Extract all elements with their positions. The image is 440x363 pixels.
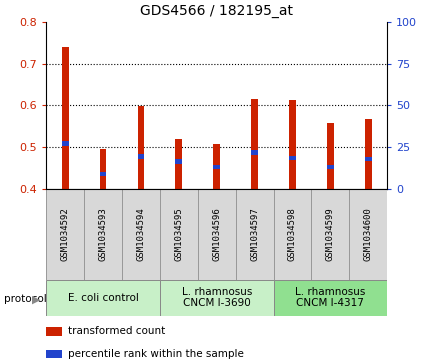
Bar [198, 189, 236, 280]
Text: GSM1034600: GSM1034600 [364, 207, 373, 261]
Bar [99, 149, 106, 189]
Bar [327, 165, 334, 170]
Bar [176, 159, 182, 164]
Text: GSM1034597: GSM1034597 [250, 207, 259, 261]
Bar [327, 123, 334, 189]
Text: GSM1034593: GSM1034593 [99, 207, 107, 261]
Bar [274, 189, 312, 280]
Text: GSM1034594: GSM1034594 [136, 207, 146, 261]
Bar [160, 189, 198, 280]
Text: protocol: protocol [4, 294, 47, 305]
Bar [62, 141, 69, 146]
Text: percentile rank within the sample: percentile rank within the sample [68, 349, 244, 359]
Text: ▶: ▶ [32, 294, 40, 305]
Bar [274, 280, 387, 316]
Bar [84, 189, 122, 280]
Text: L. rhamnosus
CNCM I-3690: L. rhamnosus CNCM I-3690 [182, 287, 252, 309]
Bar [138, 154, 144, 159]
Bar [160, 280, 274, 316]
Bar [138, 106, 144, 189]
Bar [312, 189, 349, 280]
Bar [213, 165, 220, 170]
Bar [46, 280, 160, 316]
Text: GSM1034599: GSM1034599 [326, 207, 335, 261]
Bar [46, 189, 84, 280]
Bar [46, 327, 62, 336]
Bar [213, 144, 220, 189]
Text: transformed count: transformed count [68, 326, 165, 337]
Bar [251, 150, 258, 155]
Bar [99, 172, 106, 176]
Text: GSM1034595: GSM1034595 [174, 207, 183, 261]
Bar [122, 189, 160, 280]
Bar [349, 189, 387, 280]
Bar [236, 189, 274, 280]
Text: GSM1034596: GSM1034596 [212, 207, 221, 261]
Text: GSM1034592: GSM1034592 [61, 207, 70, 261]
Bar [46, 350, 62, 358]
Bar [289, 100, 296, 189]
Bar [176, 139, 182, 189]
Text: L. rhamnosus
CNCM I-4317: L. rhamnosus CNCM I-4317 [295, 287, 366, 309]
Text: GSM1034598: GSM1034598 [288, 207, 297, 261]
Bar [365, 119, 372, 189]
Title: GDS4566 / 182195_at: GDS4566 / 182195_at [140, 4, 293, 18]
Bar [62, 47, 69, 189]
Text: E. coli control: E. coli control [68, 293, 139, 303]
Bar [365, 157, 372, 162]
Bar [289, 156, 296, 160]
Bar [251, 99, 258, 189]
